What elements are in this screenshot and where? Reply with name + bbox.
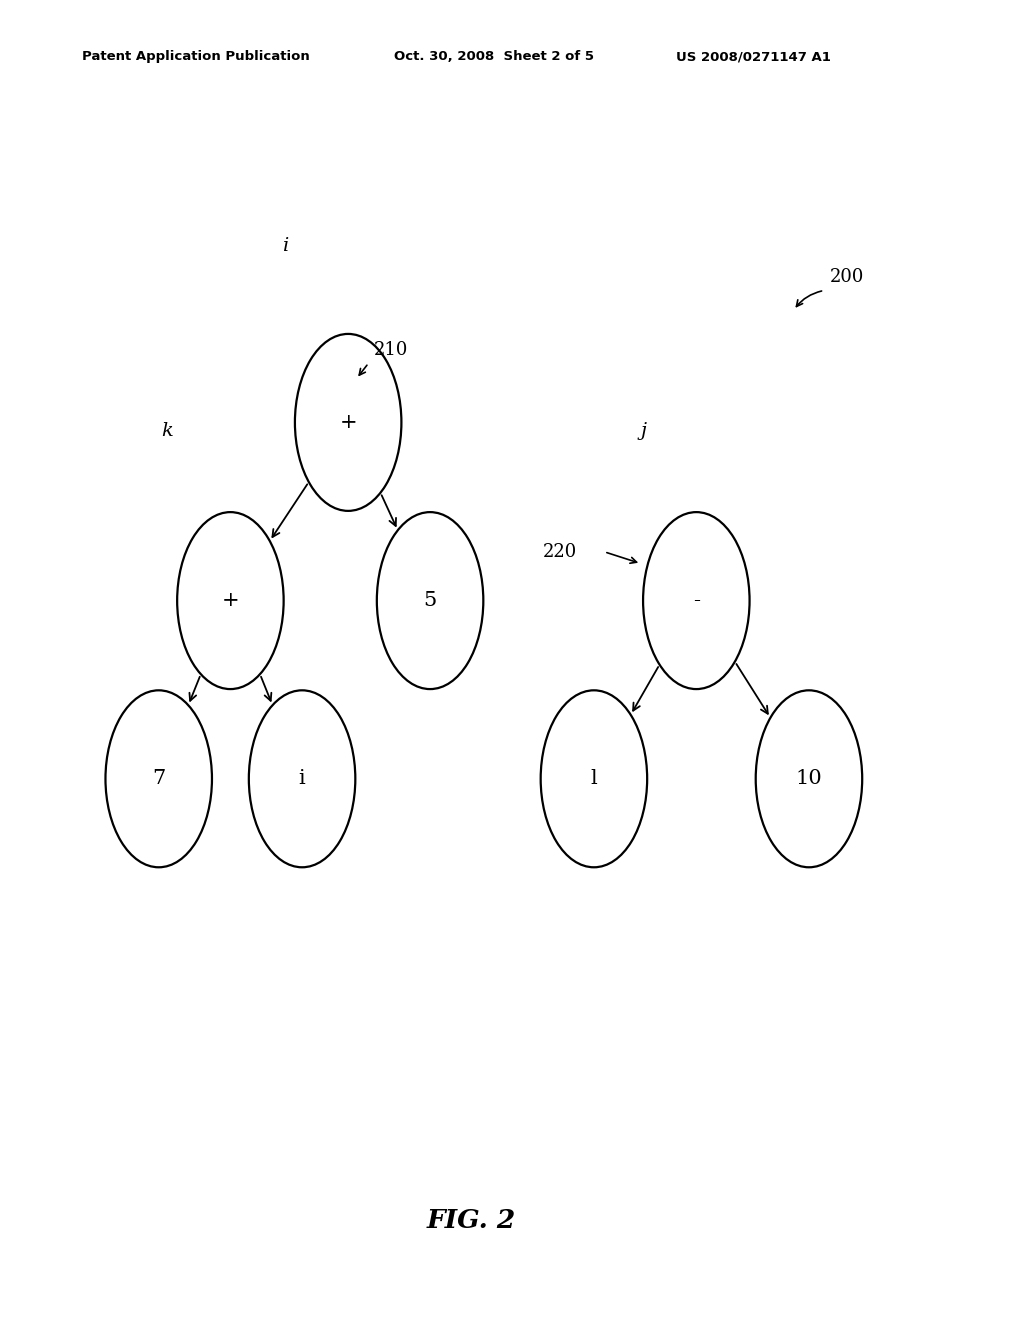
Text: US 2008/0271147 A1: US 2008/0271147 A1 [676,50,830,63]
Text: k: k [161,421,173,440]
Text: Patent Application Publication: Patent Application Publication [82,50,309,63]
Text: +: + [339,413,357,432]
Ellipse shape [377,512,483,689]
Text: 7: 7 [153,770,165,788]
Text: +: + [221,591,240,610]
Ellipse shape [295,334,401,511]
Text: l: l [591,770,597,788]
Text: j: j [640,421,646,440]
Text: i: i [299,770,305,788]
Ellipse shape [249,690,355,867]
Text: i: i [282,236,288,255]
Text: 220: 220 [543,543,577,561]
Text: 200: 200 [829,268,864,286]
Ellipse shape [756,690,862,867]
Ellipse shape [105,690,212,867]
Text: Oct. 30, 2008  Sheet 2 of 5: Oct. 30, 2008 Sheet 2 of 5 [394,50,594,63]
Text: 10: 10 [796,770,822,788]
Ellipse shape [643,512,750,689]
Ellipse shape [541,690,647,867]
Ellipse shape [177,512,284,689]
Text: 210: 210 [374,341,409,359]
Text: 5: 5 [424,591,436,610]
Text: FIG. 2: FIG. 2 [426,1208,516,1233]
Text: -: - [693,591,699,610]
